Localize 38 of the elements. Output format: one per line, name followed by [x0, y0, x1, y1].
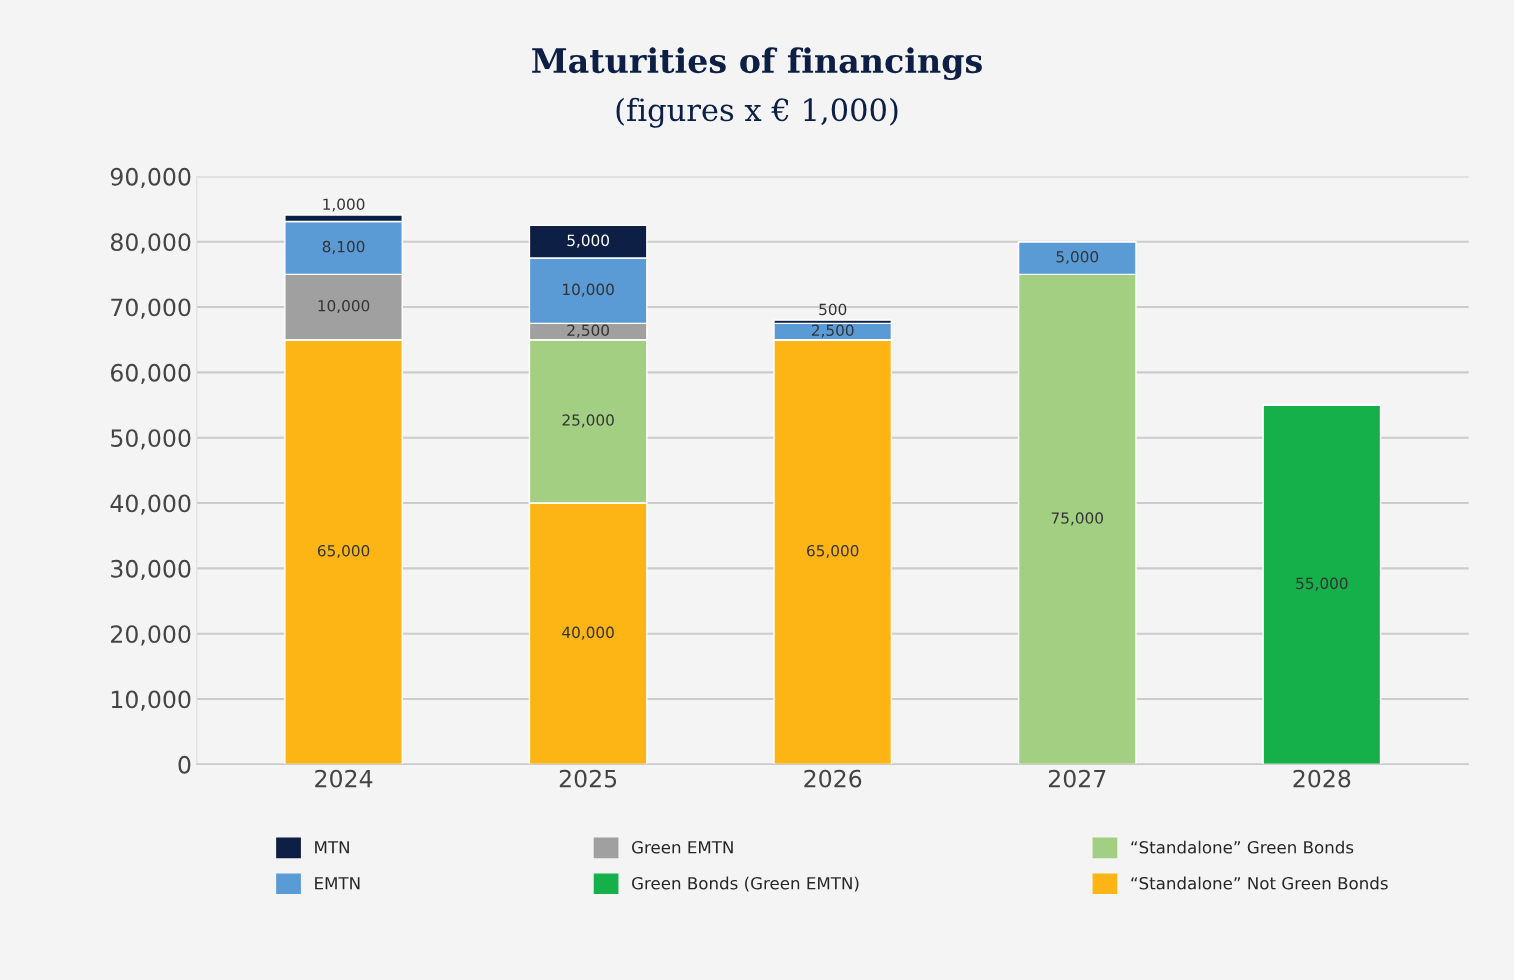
legend-label: Green Bonds (Green EMTN): [632, 876, 859, 892]
x-tick-label: 2027: [1048, 769, 1106, 788]
data-label: 10,000: [563, 283, 614, 297]
legend-label: EMTN: [315, 877, 360, 890]
legend-label: “Standalone” Green Bonds: [1131, 840, 1354, 854]
x-tick-label: 2024: [315, 769, 373, 788]
y-tick-label: 0: [178, 755, 191, 774]
data-label: 65,000: [317, 544, 370, 559]
x-tick-label: 2025: [559, 769, 617, 788]
data-label: 8,100: [322, 240, 365, 254]
data-label: 500: [819, 303, 847, 316]
y-tick-label: 40,000: [110, 494, 191, 515]
legend-label: MTN: [315, 841, 349, 854]
data-label: 75,000: [1051, 512, 1103, 526]
data-label: 5,000: [567, 234, 609, 248]
y-tick-label: 30,000: [111, 559, 191, 581]
y-tick-label: 50,000: [111, 429, 191, 450]
data-label: 10,000: [318, 299, 370, 314]
y-tick-label: 60,000: [110, 363, 191, 385]
data-label: 1,000: [323, 198, 365, 212]
legend-label: “Standalone” Not Green Bonds: [1131, 876, 1388, 890]
data-label: 5,000: [1056, 250, 1099, 265]
data-label: 25,000: [562, 414, 614, 428]
y-tick-label: 10,000: [111, 690, 191, 711]
y-tick-label: 80,000: [110, 233, 191, 254]
legend-label: Green EMTN: [632, 841, 733, 854]
data-label: 65,000: [807, 544, 859, 559]
chart-subtitle: (figures x € 1,000): [616, 97, 898, 128]
x-tick-label: 2028: [1293, 769, 1351, 788]
y-tick-label: 70,000: [111, 298, 191, 319]
data-label: 55,000: [1296, 577, 1348, 591]
data-label: 2,500: [567, 324, 609, 338]
data-label: 40,000: [562, 626, 614, 640]
y-tick-label: 90,000: [110, 167, 191, 189]
y-tick-label: 20,000: [111, 625, 191, 646]
data-label: 2,500: [811, 324, 854, 338]
x-tick-label: 2026: [804, 769, 862, 788]
chart-title: Maturities of financings: [532, 47, 982, 81]
